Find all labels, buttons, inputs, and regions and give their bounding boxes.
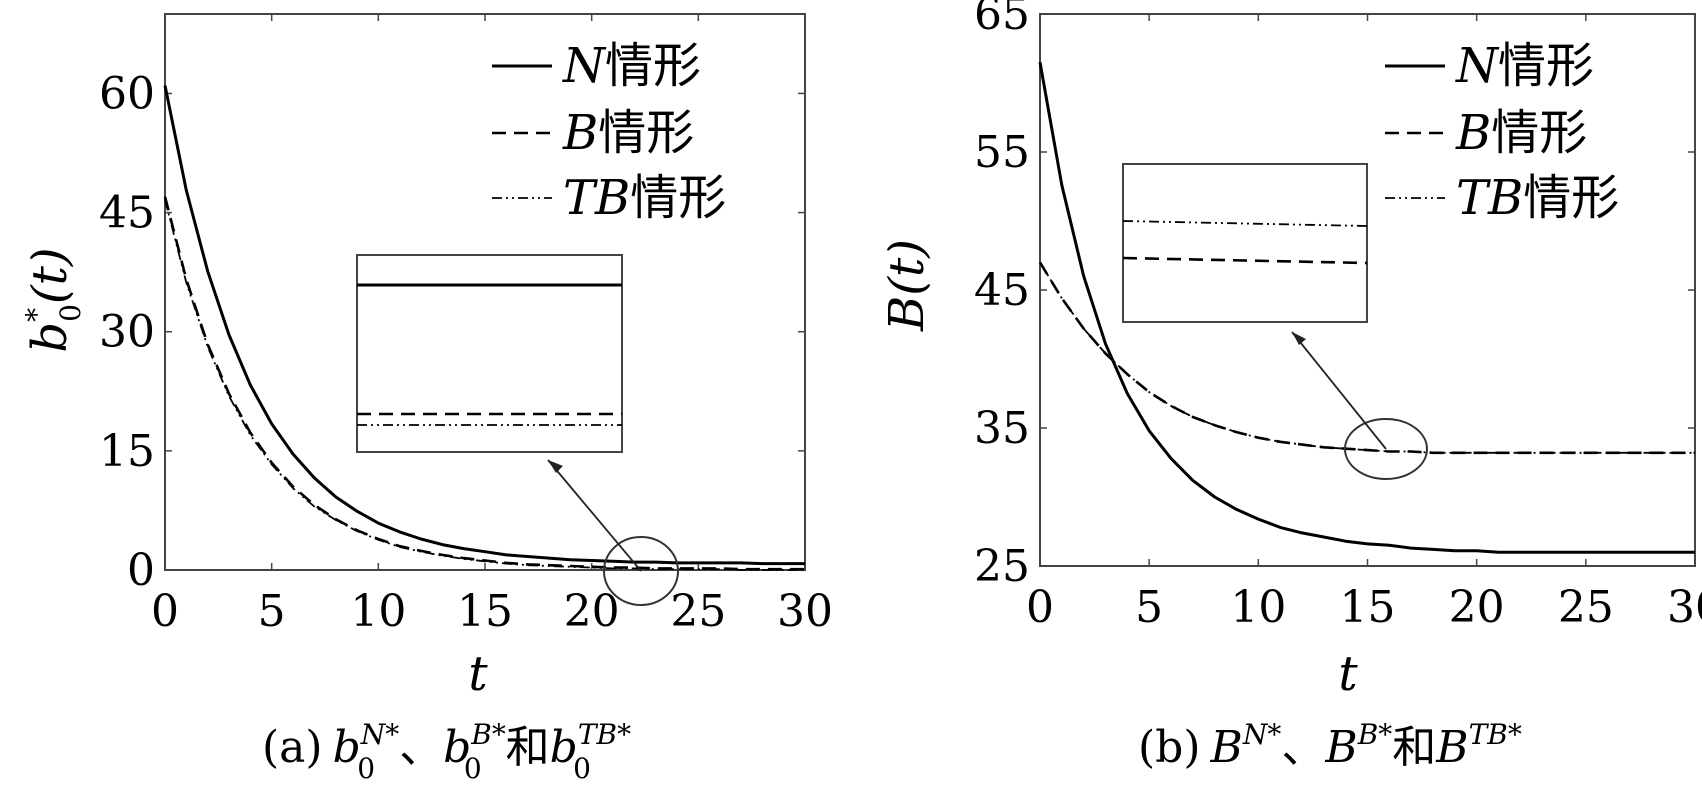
legend-b: N情形 B情形 TB情形 bbox=[1385, 38, 1619, 226]
x-tick-label-b: 20 bbox=[1449, 582, 1505, 633]
legend-a: N情形 B情形 TB情形 bbox=[492, 38, 726, 226]
inset-frame-b bbox=[1122, 163, 1368, 323]
series-line-n-b bbox=[1038, 62, 1695, 554]
x-tick-label-b: 0 bbox=[1026, 582, 1054, 633]
y-tick-label-a: 60 bbox=[99, 68, 155, 119]
y-tick-label-b: 55 bbox=[974, 127, 1030, 178]
inset-a bbox=[356, 254, 623, 453]
series-lines-a bbox=[163, 85, 805, 571]
x-tick-label-b: 25 bbox=[1558, 582, 1614, 633]
zoom-ellipse-a bbox=[603, 536, 679, 606]
caption-a: (a) bN* 0 、bB* 0 和bTB* 0 bbox=[262, 718, 631, 785]
x-tick-label-b: 30 bbox=[1667, 582, 1702, 633]
series-line-tb-b bbox=[1039, 261, 1695, 454]
axis-ticks-b: 0 5 10 15 20 25 30 25 35 45 55 65 bbox=[974, 0, 1702, 633]
x-tick-label-a: 15 bbox=[457, 586, 513, 637]
x-tick-label-a: 30 bbox=[777, 586, 833, 637]
y-tick-label-a: 30 bbox=[99, 307, 155, 358]
series-lines-b bbox=[1038, 62, 1695, 554]
legend-label-tb-b: TB情形 bbox=[1456, 170, 1619, 226]
legend-label-b-a: B情形 bbox=[562, 105, 694, 161]
legend-label-b-b: B情形 bbox=[1455, 105, 1587, 161]
x-tick-label-a: 25 bbox=[670, 586, 726, 637]
caption-b: (b) BN*、BB*和BTB* bbox=[1138, 718, 1522, 773]
x-tick-label-a: 0 bbox=[151, 586, 179, 637]
x-tick-label-b: 5 bbox=[1135, 582, 1163, 633]
inset-frame-a bbox=[356, 254, 623, 453]
legend-label-n-b: N情形 bbox=[1455, 38, 1594, 94]
axis-ticks-a: 0 5 10 15 20 25 30 0 15 30 45 60 bbox=[99, 14, 833, 637]
zoom-arrow-b bbox=[1291, 331, 1387, 450]
x-tick-label-a: 5 bbox=[258, 586, 286, 637]
legend-label-n-a: N情形 bbox=[562, 38, 701, 94]
zoom-ellipse-b bbox=[1344, 418, 1428, 480]
x-tick-label-a: 20 bbox=[564, 586, 620, 637]
series-line-n-a bbox=[163, 85, 805, 566]
y-tick-label-b: 35 bbox=[974, 403, 1030, 454]
series-line-tb-a bbox=[164, 199, 805, 571]
y-axis-label-b: B(t) bbox=[879, 239, 935, 332]
x-tick-label-a: 10 bbox=[350, 586, 406, 637]
zoom-arrowhead-a bbox=[548, 460, 563, 473]
y-tick-label-b: 25 bbox=[974, 541, 1030, 592]
y-axis-label-a: b*0(t) bbox=[20, 247, 87, 352]
y-tick-label-a: 45 bbox=[99, 188, 155, 239]
inset-line-tb-b bbox=[1122, 220, 1368, 227]
y-tick-label-b: 65 bbox=[974, 0, 1030, 40]
x-axis-label-a: t bbox=[468, 646, 488, 702]
inset-b bbox=[1122, 163, 1368, 323]
y-tick-label-a: 0 bbox=[127, 545, 155, 596]
panel-b: 0 5 10 15 20 25 30 25 35 45 55 65 N情形 B情形 TB情形 t B(… bbox=[879, 0, 1702, 773]
zoom-arrow-a bbox=[547, 459, 642, 572]
x-axis-label-b: t bbox=[1338, 646, 1358, 702]
panel-a: 0 5 10 15 20 25 30 0 15 30 45 60 N情形 B情形 TB情形 t b*0… bbox=[20, 13, 833, 785]
zoom-arrowhead-b bbox=[1292, 332, 1306, 345]
y-tick-label-a: 15 bbox=[99, 426, 155, 477]
x-tick-label-b: 10 bbox=[1230, 582, 1286, 633]
y-tick-label-b: 45 bbox=[974, 265, 1030, 316]
legend-label-tb-a: TB情形 bbox=[563, 170, 726, 226]
x-tick-label-b: 15 bbox=[1340, 582, 1396, 633]
inset-line-b-b bbox=[1122, 256, 1368, 265]
